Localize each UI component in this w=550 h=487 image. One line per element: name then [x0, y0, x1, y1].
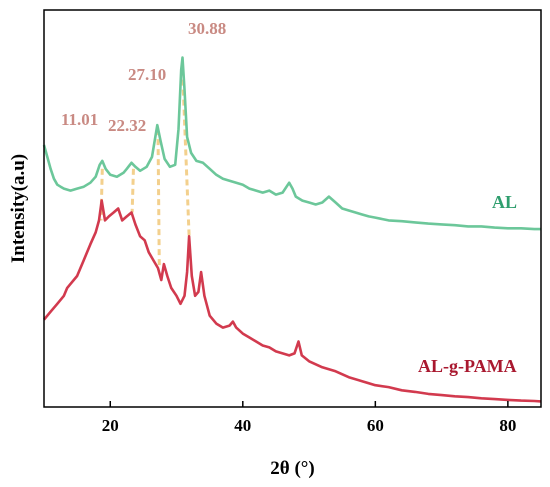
- x-tick-label-60: 60: [367, 416, 384, 435]
- peak-guide-line-2: [130, 168, 135, 213]
- x-tick-label-20: 20: [102, 416, 119, 435]
- peak-label-30-88: 30.88: [188, 19, 226, 38]
- peak-labels: 11.01 22.32 27.10 30.88: [61, 19, 226, 135]
- peak-label-11-01: 11.01: [61, 110, 98, 129]
- y-axis-title: Intensity(a.u): [8, 154, 29, 263]
- series-line-al-g-pama: [42, 199, 542, 403]
- peak-guide-line-4: [180, 69, 191, 237]
- series-label-al-g-pama: AL-g-PAMA: [418, 356, 517, 376]
- peak-label-22-32: 22.32: [108, 116, 146, 135]
- plot-frame: [43, 9, 542, 408]
- series-line-al: [42, 56, 541, 231]
- x-tick-label-80: 80: [499, 416, 516, 435]
- series-lines: [42, 56, 542, 403]
- series-label-al: AL: [492, 192, 517, 212]
- x-axis-ticks: 20 40 60 80: [102, 401, 516, 435]
- x-tick-label-40: 40: [234, 416, 251, 435]
- peak-guide-line-3: [156, 129, 161, 269]
- x-axis-title: 2θ (°): [270, 458, 314, 479]
- peak-label-27-10: 27.10: [128, 65, 166, 84]
